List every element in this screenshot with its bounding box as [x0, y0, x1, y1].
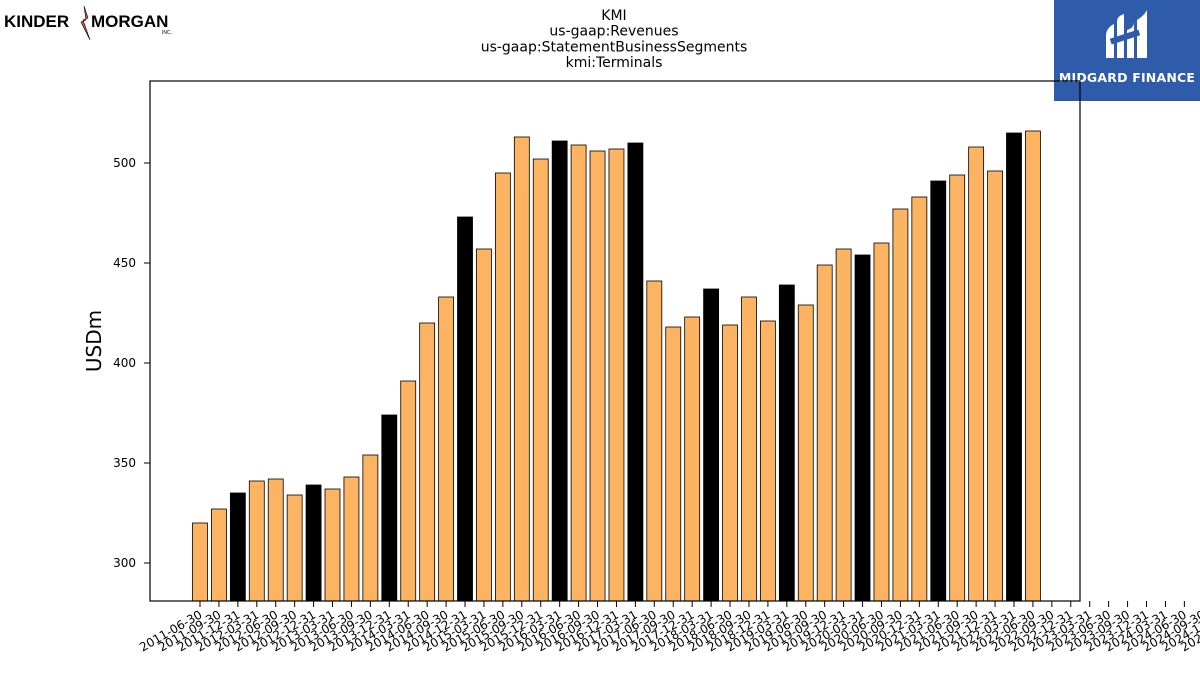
y-tick-label: 400 [113, 356, 136, 370]
bar [949, 174, 966, 602]
bar [911, 196, 928, 602]
bar [532, 158, 549, 602]
bar [494, 172, 511, 602]
bar [703, 288, 720, 602]
y-axis-label: USDm [82, 310, 106, 372]
kinder-morgan-logo-graphic: KINDER MORGAN INC. [4, 5, 172, 41]
y-tick-label: 500 [113, 156, 136, 170]
bar [324, 488, 341, 602]
y-axis: 300 350 400 450 500 [113, 156, 150, 570]
logo-inc-text: INC. [162, 30, 172, 36]
bar [1025, 130, 1041, 602]
y-tick-label: 450 [113, 256, 136, 270]
logo-morgan-text: MORGAN [91, 12, 168, 31]
bar [854, 254, 871, 602]
y-tick-label: 350 [113, 456, 136, 470]
bar [381, 414, 398, 602]
bar [1006, 132, 1022, 602]
kinder-morgan-logo: KINDER MORGAN INC. [4, 4, 184, 44]
bar [892, 208, 909, 602]
bar [684, 316, 701, 602]
bar [267, 478, 284, 602]
logo-kinder-text: KINDER [4, 12, 69, 31]
bars-group [192, 130, 1041, 602]
bar [343, 476, 360, 602]
bar [797, 304, 814, 602]
bar [229, 492, 246, 602]
bar [513, 136, 530, 602]
chart-title-line: us-gaap:StatementBusinessSegments [481, 39, 748, 55]
bar [873, 242, 890, 602]
chart-title-line: us-gaap:Revenues [549, 24, 678, 40]
bar [722, 324, 738, 602]
bar [987, 170, 1003, 602]
chart-title-line: KMI [601, 8, 626, 24]
y-tick-label: 300 [113, 556, 136, 570]
axes-frame [149, 80, 1081, 602]
bar [589, 150, 606, 602]
bar [968, 146, 985, 602]
midgard-finance-logo: MIDGARD FINANCE [1054, 0, 1200, 101]
bar [419, 322, 436, 602]
bar [930, 180, 947, 602]
bar [816, 264, 833, 602]
chart-title-line: kmi:Terminals [566, 55, 663, 71]
bar [665, 326, 682, 602]
lightning-bolt-icon [80, 5, 91, 41]
bar [400, 380, 417, 602]
bar [627, 142, 644, 602]
bar [305, 484, 322, 602]
midgard-finance-text: MIDGARD FINANCE [1058, 70, 1196, 85]
chart-title: KMIus-gaap:Revenuesus-gaap:StatementBusi… [481, 8, 748, 71]
bar [286, 494, 303, 602]
bar [551, 140, 568, 602]
x-axis: 2011-06-302011-09-302011-12-312012-03-31… [137, 601, 1200, 654]
bar [192, 522, 208, 602]
bar [570, 144, 587, 602]
bar [741, 296, 757, 602]
bar [438, 296, 454, 602]
bar [778, 284, 795, 602]
bar [211, 508, 227, 602]
bar [760, 320, 776, 602]
midgard-mark-icon [1106, 10, 1147, 58]
bar [835, 248, 852, 602]
bar [608, 148, 625, 602]
bar [248, 480, 265, 602]
bar [476, 248, 492, 602]
bar [362, 454, 379, 602]
bar [457, 216, 473, 602]
bar [646, 280, 663, 602]
